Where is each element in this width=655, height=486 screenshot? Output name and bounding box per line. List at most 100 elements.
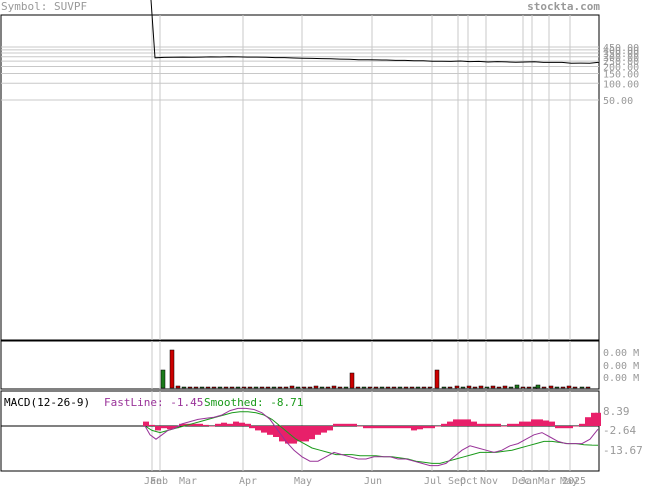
macd-smoothed-line bbox=[144, 411, 599, 464]
x-axis-label: Mar bbox=[538, 476, 556, 486]
volume-bar bbox=[313, 385, 319, 389]
macd-histogram-bar bbox=[273, 426, 279, 437]
macd-histogram-bar bbox=[333, 423, 339, 426]
macd-histogram-bar bbox=[483, 423, 489, 426]
macd-histogram-bar bbox=[327, 426, 333, 431]
volume-bar bbox=[379, 386, 385, 389]
volume-bar bbox=[337, 386, 343, 389]
volume-bar bbox=[229, 386, 235, 389]
volume-tick-label: 0.00 M bbox=[603, 348, 639, 359]
macd-histogram-bar bbox=[245, 423, 251, 426]
volume-bar bbox=[520, 386, 526, 389]
macd-panel: MACD(12-26-9) FastLine: -1.45 Smoothed: … bbox=[0, 390, 643, 472]
volume-bar bbox=[319, 386, 325, 389]
macd-histogram-bar bbox=[531, 419, 537, 426]
macd-histogram-bar bbox=[537, 419, 543, 426]
macd-histogram-bar bbox=[227, 423, 233, 426]
macd-histogram-bar bbox=[513, 423, 519, 426]
macd-histogram-bar bbox=[399, 426, 405, 429]
volume-bar bbox=[217, 386, 223, 389]
x-axis-label: 2025 bbox=[562, 476, 586, 486]
volume-bar bbox=[259, 386, 265, 389]
macd-histogram-bar bbox=[381, 426, 387, 429]
volume-bar bbox=[566, 385, 572, 389]
volume-bar bbox=[472, 386, 478, 389]
volume-bar bbox=[421, 386, 427, 389]
volume-bar bbox=[175, 385, 181, 389]
macd-histogram-bar bbox=[435, 426, 441, 427]
volume-bar bbox=[541, 386, 547, 389]
x-axis-label: Mar bbox=[179, 476, 197, 486]
site-brand[interactable]: stockta.com bbox=[527, 0, 600, 13]
macd-histogram-bar bbox=[351, 423, 357, 426]
macd-histogram-bar bbox=[375, 426, 381, 429]
volume-bar bbox=[526, 386, 532, 389]
volume-bar bbox=[331, 385, 337, 389]
x-axis-label: Nov bbox=[480, 476, 498, 486]
x-axis-label: Jul bbox=[424, 476, 442, 486]
macd-histogram-bar bbox=[447, 421, 453, 426]
x-axis-label: Apr bbox=[239, 476, 257, 486]
x-axis-label: Oct bbox=[460, 476, 478, 486]
volume-bar bbox=[325, 386, 331, 389]
macd-histogram-bar bbox=[495, 423, 501, 426]
volume-bar bbox=[295, 386, 301, 389]
volume-panel-frame bbox=[0, 340, 600, 390]
macd-histogram-bar bbox=[579, 423, 585, 426]
macd-histogram-bar bbox=[567, 426, 573, 429]
volume-bar bbox=[211, 386, 217, 389]
price-tick-label: 250.00 bbox=[603, 57, 639, 68]
volume-tick-label: 0.00 M bbox=[603, 361, 639, 372]
volume-bars bbox=[160, 349, 591, 389]
x-axis-label: May bbox=[294, 476, 312, 486]
volume-bar bbox=[181, 386, 187, 389]
macd-histogram-bar bbox=[209, 426, 215, 427]
volume-bar bbox=[235, 386, 241, 389]
macd-histogram-bar bbox=[429, 426, 435, 429]
volume-bar bbox=[391, 386, 397, 389]
price-tick-label: 300.00 bbox=[603, 53, 639, 64]
price-tick-label: 100.00 bbox=[603, 79, 639, 90]
volume-bar bbox=[205, 386, 211, 389]
volume-bar bbox=[385, 386, 391, 389]
macd-histogram-bar bbox=[405, 426, 411, 429]
volume-bar bbox=[193, 386, 199, 389]
volume-bar bbox=[289, 385, 295, 389]
x-axis-label: May bbox=[560, 476, 578, 486]
volume-bar bbox=[277, 386, 283, 389]
volume-vertical-gridlines bbox=[151, 341, 571, 389]
volume-bar bbox=[271, 386, 277, 389]
macd-histogram-bar bbox=[357, 426, 363, 427]
macd-title: MACD(12-26-9) bbox=[4, 396, 90, 409]
price-tick-label: 450.00 bbox=[603, 43, 639, 54]
macd-tick-label: 8.39 bbox=[603, 405, 630, 418]
macd-fast-line bbox=[144, 407, 599, 467]
macd-histogram-bar bbox=[309, 426, 315, 440]
macd-histogram-bar bbox=[477, 423, 483, 426]
macd-histogram-bar bbox=[197, 423, 203, 426]
volume-bar bbox=[241, 386, 247, 389]
macd-histogram-bar bbox=[221, 422, 227, 426]
price-panel: 50.00 100.00150.00200.00250.00300.00350.0… bbox=[0, 0, 639, 341]
macd-histogram-bar bbox=[595, 412, 601, 426]
volume-bar bbox=[572, 386, 578, 389]
macd-histogram-bar bbox=[549, 421, 555, 426]
volume-bar bbox=[187, 386, 193, 389]
macd-histogram-bar bbox=[585, 417, 591, 426]
volume-tick-labels: 0.00 M0.00 M0.00 M bbox=[603, 348, 639, 384]
macd-histogram-bar bbox=[591, 412, 597, 426]
volume-bar bbox=[253, 386, 259, 389]
volume-bar bbox=[484, 386, 490, 389]
price-tick-label: 150.00 bbox=[603, 70, 639, 81]
volume-bar bbox=[397, 386, 403, 389]
macd-histogram-bar bbox=[239, 422, 245, 426]
chart-header: Symbol: SUVPF stockta.com bbox=[0, 0, 600, 14]
volume-bar bbox=[265, 386, 271, 389]
vertical-gridlines bbox=[151, 15, 571, 340]
volume-bar bbox=[247, 386, 253, 389]
macd-histogram-bar bbox=[303, 426, 309, 442]
volume-bar bbox=[169, 349, 175, 389]
macd-histogram-bar bbox=[411, 426, 417, 431]
